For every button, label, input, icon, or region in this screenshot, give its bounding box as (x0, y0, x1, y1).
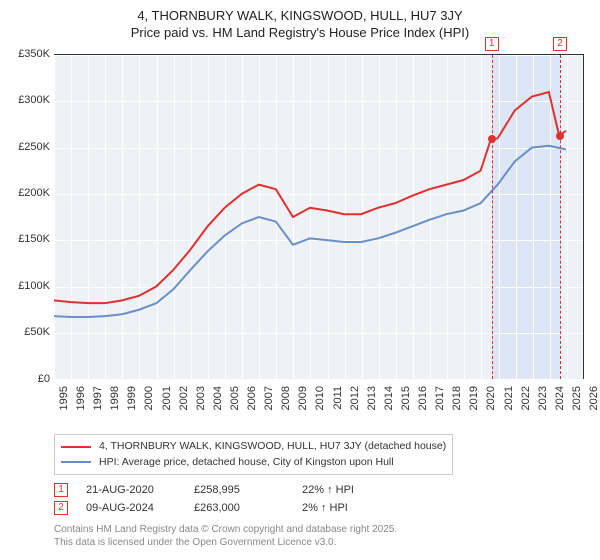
x-tick-label: 2022 (520, 386, 532, 410)
x-tick-label: 1997 (92, 386, 104, 410)
x-tick-label: 2009 (297, 386, 309, 410)
data-point-2 (556, 132, 564, 140)
sale-row: 2 09-AUG-2024 £263,000 2% ↑ HPI (54, 501, 590, 515)
x-tick-label: 2017 (434, 386, 446, 410)
x-tick-label: 2019 (468, 386, 480, 410)
x-tick-label: 2015 (400, 386, 412, 410)
title-line-1: 4, THORNBURY WALK, KINGSWOOD, HULL, HU7 … (10, 8, 590, 25)
x-tick-label: 1995 (58, 386, 70, 410)
x-tick-label: 2012 (349, 386, 361, 410)
x-tick-label: 2005 (229, 386, 241, 410)
line-svg (54, 55, 583, 379)
x-tick-label: 2020 (485, 386, 497, 410)
chart-container: 4, THORNBURY WALK, KINGSWOOD, HULL, HU7 … (0, 0, 600, 553)
title-line-2: Price paid vs. HM Land Registry's House … (10, 25, 590, 42)
license-line-1: Contains HM Land Registry data © Crown c… (54, 523, 590, 536)
license-line-2: This data is licensed under the Open Gov… (54, 536, 590, 549)
legend-swatch (61, 446, 91, 448)
y-tick-label: £150K (18, 233, 50, 245)
marker-vline (560, 55, 561, 379)
x-tick-label: 2001 (161, 386, 173, 410)
legend: 4, THORNBURY WALK, KINGSWOOD, HULL, HU7 … (54, 434, 453, 476)
legend-label: 4, THORNBURY WALK, KINGSWOOD, HULL, HU7 … (99, 439, 446, 455)
x-tick-label: 2024 (554, 386, 566, 410)
x-tick-label: 2002 (178, 386, 190, 410)
x-tick-label: 2000 (143, 386, 155, 410)
sale-date: 21-AUG-2020 (86, 484, 176, 496)
marker-vline (492, 55, 493, 379)
y-tick-label: £250K (18, 141, 50, 153)
sale-date: 09-AUG-2024 (86, 502, 176, 514)
y-tick-label: £200K (18, 187, 50, 199)
x-tick-label: 1999 (126, 386, 138, 410)
marker-box-1: 1 (485, 37, 499, 51)
x-tick-label: 2025 (571, 386, 583, 410)
y-axis-labels: £0£50K£100K£150K£200K£250K£300K£350K (10, 54, 52, 379)
sale-delta: 22% ↑ HPI (302, 484, 392, 496)
x-tick-label: 2026 (588, 386, 600, 410)
y-tick-label: £300K (18, 94, 50, 106)
plot-area: 12 (54, 54, 584, 379)
y-tick-label: £50K (24, 326, 50, 338)
x-tick-label: 1998 (109, 386, 121, 410)
y-tick-label: £100K (18, 280, 50, 292)
legend-label: HPI: Average price, detached house, City… (99, 455, 394, 471)
x-tick-label: 2021 (503, 386, 515, 410)
x-tick-label: 2018 (451, 386, 463, 410)
y-tick-label: £0 (38, 373, 50, 385)
x-tick-label: 2011 (332, 386, 344, 410)
x-tick-label: 1996 (75, 386, 87, 410)
x-tick-label: 2014 (383, 386, 395, 410)
x-axis-labels: 1995 1996 1997 1998 1999 2000 2001 2002 2003 2004… (54, 382, 584, 426)
sale-delta: 2% ↑ HPI (302, 502, 392, 514)
marker-box-2: 2 (553, 37, 567, 51)
x-tick-label: 2013 (366, 386, 378, 410)
x-tick-label: 2023 (537, 386, 549, 410)
sale-marker: 2 (54, 501, 68, 515)
sale-price: £258,995 (194, 484, 284, 496)
sale-price: £263,000 (194, 502, 284, 514)
data-point-1 (488, 135, 496, 143)
x-tick-label: 2004 (212, 386, 224, 410)
title-block: 4, THORNBURY WALK, KINGSWOOD, HULL, HU7 … (10, 8, 590, 42)
legend-row: HPI: Average price, detached house, City… (61, 455, 446, 471)
sale-marker: 1 (54, 483, 68, 497)
x-tick-label: 2010 (314, 386, 326, 410)
x-tick-label: 2006 (246, 386, 258, 410)
series-price_paid (54, 92, 566, 303)
x-tick-label: 2007 (263, 386, 275, 410)
x-tick-label: 2016 (417, 386, 429, 410)
x-tick-label: 2003 (195, 386, 207, 410)
license-text: Contains HM Land Registry data © Crown c… (54, 523, 590, 549)
y-tick-label: £350K (18, 48, 50, 60)
x-tick-label: 2008 (280, 386, 292, 410)
sale-row: 1 21-AUG-2020 £258,995 22% ↑ HPI (54, 483, 590, 497)
legend-swatch (61, 461, 91, 463)
chart-area: £0£50K£100K£150K£200K£250K£300K£350K 12 … (10, 48, 590, 428)
legend-row: 4, THORNBURY WALK, KINGSWOOD, HULL, HU7 … (61, 439, 446, 455)
series-hpi (54, 146, 566, 317)
